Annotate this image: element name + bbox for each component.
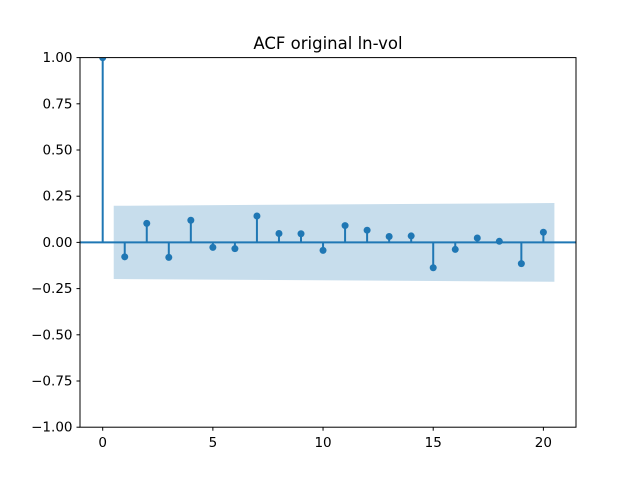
y-tick-label: 0.25 — [42, 189, 72, 205]
marker-lag-6 — [231, 245, 239, 253]
x-tick-label: 0 — [98, 435, 107, 451]
marker-lag-11 — [341, 222, 349, 230]
marker-lag-19 — [517, 260, 525, 268]
marker-lag-2 — [143, 219, 151, 227]
chart-title: ACF original ln-vol — [253, 34, 402, 53]
y-tick-label: 0.50 — [42, 143, 72, 159]
marker-lag-9 — [297, 230, 305, 238]
x-tick-label: 20 — [535, 435, 552, 451]
marker-lag-8 — [275, 230, 283, 238]
x-tick-label: 15 — [425, 435, 442, 451]
x-tick-label: 10 — [314, 435, 331, 451]
marker-lag-20 — [539, 228, 547, 236]
y-tick-label: 0.75 — [42, 96, 72, 112]
stem-series — [99, 57, 547, 272]
marker-lag-14 — [407, 232, 415, 240]
y-tick-label: −0.75 — [31, 374, 72, 390]
plot-generated-content: 1.00 0.75 0.50 0.25 0.00 −0.25 −0.50 −0.75 −1.00… — [31, 50, 577, 451]
marker-lag-13 — [385, 232, 393, 240]
y-tick-label: −1.00 — [31, 420, 72, 436]
marker-lag-1 — [121, 253, 129, 261]
marker-lag-0 — [99, 57, 107, 62]
marker-lag-16 — [451, 245, 459, 253]
x-tick-label: 5 — [209, 435, 218, 451]
marker-lag-18 — [495, 237, 503, 245]
y-tick-label: −0.25 — [31, 281, 72, 297]
marker-lag-15 — [429, 264, 437, 272]
marker-lag-17 — [473, 234, 481, 242]
y-tick-label: 0.00 — [42, 235, 72, 251]
marker-lag-5 — [209, 243, 217, 251]
y-tick-label: 1.00 — [42, 50, 72, 66]
y-tick-label: −0.50 — [31, 327, 72, 343]
marker-lag-10 — [319, 246, 327, 254]
marker-lag-4 — [187, 216, 195, 224]
marker-lag-12 — [363, 226, 371, 234]
marker-lag-3 — [165, 253, 173, 261]
marker-lag-7 — [253, 212, 261, 220]
